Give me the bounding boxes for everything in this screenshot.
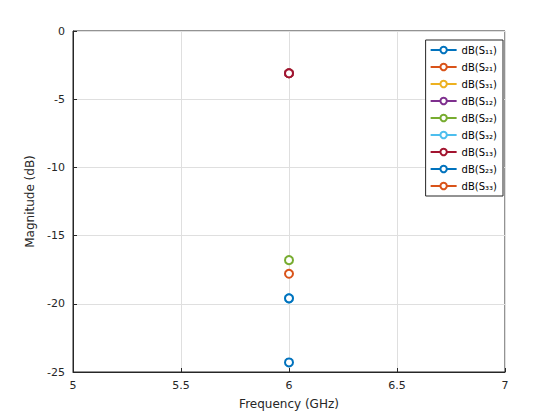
svg-text:7: 7 <box>502 379 509 392</box>
svg-text:dB(S₁₃): dB(S₁₃) <box>462 147 497 158</box>
svg-text:5: 5 <box>70 379 77 392</box>
svg-text:-10: -10 <box>47 161 65 174</box>
svg-text:dB(S₃₁): dB(S₃₁) <box>462 79 497 90</box>
svg-text:5.5: 5.5 <box>172 379 190 392</box>
svg-text:dB(S₃₃): dB(S₃₃) <box>462 181 497 192</box>
svg-text:-20: -20 <box>47 297 65 310</box>
svg-text:Frequency (GHz): Frequency (GHz) <box>239 397 339 411</box>
svg-text:dB(S₁₁): dB(S₁₁) <box>462 45 497 56</box>
svg-text:dB(S₁₂): dB(S₁₂) <box>462 96 497 107</box>
svg-text:-5: -5 <box>54 93 65 106</box>
svg-text:-15: -15 <box>47 229 65 242</box>
svg-text:dB(S₃₂): dB(S₃₂) <box>462 130 497 141</box>
svg-text:Magnitude (dB): Magnitude (dB) <box>23 155 37 248</box>
svg-text:6.5: 6.5 <box>388 379 406 392</box>
svg-text:0: 0 <box>58 25 65 38</box>
svg-text:6: 6 <box>286 379 293 392</box>
svg-text:dB(S₂₁): dB(S₂₁) <box>462 62 497 73</box>
svg-text:dB(S₂₂): dB(S₂₂) <box>462 113 497 124</box>
svg-text:dB(S₂₃): dB(S₂₃) <box>462 164 497 175</box>
svg-text:-25: -25 <box>47 366 65 379</box>
